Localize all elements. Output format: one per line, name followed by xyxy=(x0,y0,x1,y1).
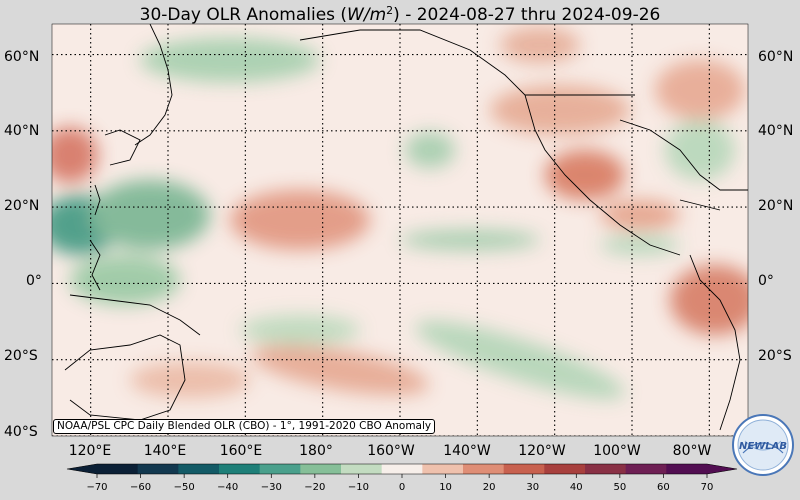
colorbar-tick-label: 50 xyxy=(613,482,627,493)
lon-label-180: 180° xyxy=(299,443,333,459)
lon-label-140w: 140°W xyxy=(443,443,491,459)
colorbar-tick-label: −30 xyxy=(260,482,282,493)
colorbar-tick-label: 10 xyxy=(439,482,452,493)
colorbar-tick-label: −50 xyxy=(173,482,195,493)
colorbar-segment xyxy=(381,464,423,474)
colorbar-tick-label: 0 xyxy=(398,482,406,493)
colorbar-segment xyxy=(585,464,627,474)
lon-label-140e: 140°E xyxy=(143,443,187,459)
colorbar-segment xyxy=(422,464,464,474)
colorbar-tick-label: 40 xyxy=(569,482,583,493)
colorbar-tick-label: −60 xyxy=(130,482,152,493)
colorbar-tick-label: −70 xyxy=(86,482,108,493)
map-title: 30-Day OLR Anomalies (W/m2) - 2024-08-27… xyxy=(139,4,661,25)
lon-label-120e: 120°E xyxy=(68,443,112,459)
colorbar-segment xyxy=(97,464,139,474)
svg-text:NEWLAB: NEWLAB xyxy=(739,441,787,452)
lat-label-left-20s: 20°S xyxy=(4,348,38,364)
colorbar-segment xyxy=(178,464,220,474)
newlab-logo: NEWLAB xyxy=(732,414,794,476)
colorbar-segment xyxy=(625,464,667,474)
colorbar-segment xyxy=(544,464,586,474)
colorbar-segment xyxy=(463,464,505,474)
lat-label-left-20n: 20°N xyxy=(4,198,40,214)
colorbar-tick-label: 20 xyxy=(482,482,496,493)
colorbar-segment xyxy=(259,464,301,474)
colorbar-tick-label: −20 xyxy=(304,482,326,493)
colorbar-segment xyxy=(219,464,261,474)
colorbar-tick-label: 30 xyxy=(526,482,540,493)
colorbar-tick-label: −10 xyxy=(347,482,369,493)
lat-label-left-40s: 40°S xyxy=(4,424,38,440)
colorbar-max-arrow xyxy=(707,464,737,474)
colorbar-min-arrow xyxy=(67,464,97,474)
lat-label-left-40n: 40°N xyxy=(4,123,40,139)
coastlines xyxy=(64,24,748,431)
colorbar-segment xyxy=(666,464,708,474)
lat-label-right-60n: 60°N xyxy=(758,49,794,65)
lat-label-left-0: 0° xyxy=(26,273,42,289)
colorbar-segment xyxy=(300,464,342,474)
colorbar xyxy=(66,463,738,478)
lat-label-right-0: 0° xyxy=(758,273,774,289)
lat-label-right-20s: 20°S xyxy=(758,348,792,364)
colorbar-tick-label: 70 xyxy=(700,482,714,493)
lon-label-160w: 160°W xyxy=(367,443,415,459)
colorbar-tick-label: −40 xyxy=(217,482,239,493)
colorbar-segment xyxy=(137,464,179,474)
graticule xyxy=(52,24,748,436)
lon-label-160e: 160°E xyxy=(219,443,263,459)
data-source-credit: NOAA/PSL CPC Daily Blended OLR (CBO) - 1… xyxy=(53,419,436,434)
colorbar-segment xyxy=(341,464,383,474)
lat-label-left-60n: 60°N xyxy=(4,49,40,65)
lat-label-right-20n: 20°N xyxy=(758,198,794,214)
lon-label-100w: 100°W xyxy=(593,443,641,459)
colorbar-segment xyxy=(503,464,545,474)
lon-label-80w: 80°W xyxy=(672,443,712,459)
lon-label-120w: 120°W xyxy=(518,443,566,459)
colorbar-tick-label: 60 xyxy=(657,482,670,493)
lat-label-right-40n: 40°N xyxy=(758,123,794,139)
